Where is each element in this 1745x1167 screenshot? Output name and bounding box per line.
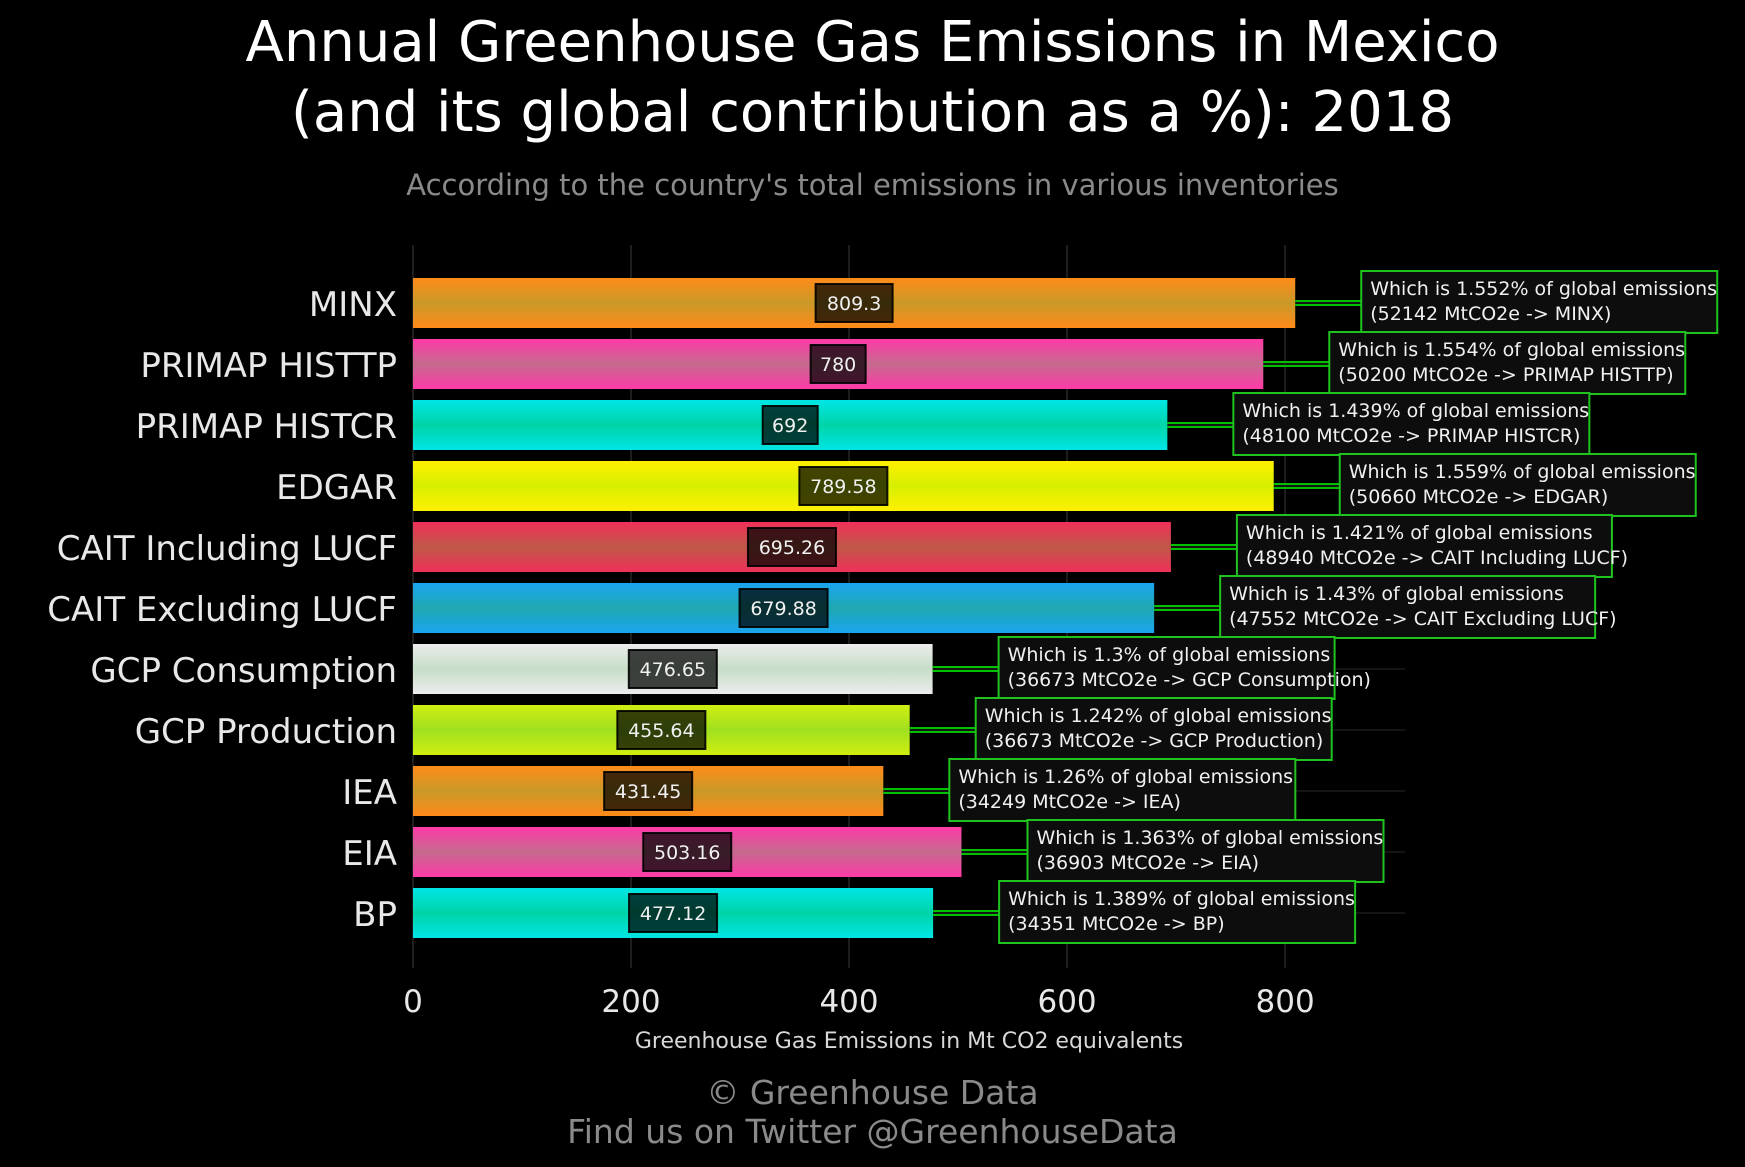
- data-label: 455.64: [628, 720, 694, 742]
- annotation-text-line-2: (34351 MtCO2e -> BP): [1008, 913, 1225, 935]
- data-label-box: [603, 771, 694, 811]
- category-tick-label: EDGAR: [276, 468, 397, 508]
- annotation-text-line-1: Which is 1.3% of global emissions: [1008, 644, 1331, 666]
- category-tick-label: CAIT Including LUCF: [57, 529, 397, 569]
- x-tick-label: 400: [819, 984, 878, 1020]
- annotation-box: [948, 758, 1297, 822]
- data-label-box: [761, 405, 819, 445]
- data-label-box: [628, 893, 719, 933]
- annotation-text-line-2: (34249 MtCO2e -> IEA): [958, 791, 1181, 813]
- annotation-text-line-1: Which is 1.363% of global emissions: [1036, 827, 1383, 849]
- category-tick-label: EIA: [342, 834, 397, 874]
- annotation-text-line-2: (48940 MtCO2e -> CAIT Including LUCF): [1246, 547, 1628, 569]
- annotation-box: [998, 880, 1357, 944]
- annotation-text-line-1: Which is 1.421% of global emissions: [1246, 522, 1593, 544]
- footer-copyright: © Greenhouse Data: [706, 1073, 1039, 1112]
- label-layer: MINX 809.3 Which is 1.552% of global emiss…: [47, 270, 1719, 944]
- axis-layer: 0 200 400 600 800 Greenhouse Gas Emissions in…: [403, 984, 1315, 1054]
- annotation-text-line-1: Which is 1.559% of global emissions: [1349, 461, 1696, 483]
- data-label-box: [746, 527, 837, 567]
- annotation-text-line-2: (50660 MtCO2e -> EDGAR): [1349, 486, 1609, 508]
- category-tick-label: GCP Production: [135, 712, 397, 752]
- annotation-text-line-2: (36903 MtCO2e -> EIA): [1036, 852, 1259, 874]
- chart-title: Annual Greenhouse Gas Emissions in Mexic…: [0, 8, 1745, 148]
- data-label-box: [809, 344, 867, 384]
- data-label: 503.16: [654, 842, 720, 864]
- annotation-box: [1219, 575, 1597, 639]
- annotation-text-line-1: Which is 1.242% of global emissions: [985, 705, 1332, 727]
- data-label: 692: [772, 415, 808, 437]
- x-tick-label: 0: [403, 984, 423, 1020]
- data-label: 477.12: [640, 903, 706, 925]
- annotation-text-line-2: (36673 MtCO2e -> GCP Consumption): [1008, 669, 1371, 691]
- annotation-text-line-2: (52142 MtCO2e -> MINX): [1370, 303, 1611, 325]
- annotation-text-line-1: Which is 1.439% of global emissions: [1242, 400, 1589, 422]
- x-axis-title: Greenhouse Gas Emissions in Mt CO2 equiv…: [635, 1029, 1183, 1054]
- annotation-text-line-1: Which is 1.26% of global emissions: [958, 766, 1293, 788]
- annotation-text-line-2: (50200 MtCO2e -> PRIMAP HISTTP): [1338, 364, 1673, 386]
- data-label-box: [738, 588, 829, 628]
- data-label-box: [814, 283, 894, 323]
- data-label: 431.45: [615, 781, 681, 803]
- category-tick-label: GCP Consumption: [90, 651, 397, 691]
- data-label: 476.65: [640, 659, 706, 681]
- category-tick-label: CAIT Excluding LUCF: [47, 590, 397, 630]
- footer-twitter: Find us on Twitter @GreenhouseData: [567, 1112, 1178, 1151]
- category-tick-label: IEA: [342, 773, 397, 813]
- data-label: 695.26: [759, 537, 825, 559]
- annotation-box: [1232, 392, 1591, 456]
- chart-title-line-2: (and its global contribution as a %): 20…: [291, 80, 1454, 145]
- annotation-box: [1026, 819, 1385, 883]
- category-tick-label: MINX: [309, 285, 397, 325]
- annotation-text-line-1: Which is 1.389% of global emissions: [1008, 888, 1355, 910]
- data-label: 679.88: [750, 598, 816, 620]
- category-tick-label: BP: [353, 895, 397, 935]
- data-label: 789.58: [810, 476, 876, 498]
- category-tick-label: PRIMAP HISTTP: [140, 346, 397, 386]
- annotation-text-line-1: Which is 1.552% of global emissions: [1370, 278, 1717, 300]
- chart-subtitle: According to the country's total emissio…: [406, 168, 1339, 202]
- annotation-box: [1360, 270, 1719, 334]
- x-tick-label: 200: [601, 984, 660, 1020]
- data-label-box: [642, 832, 733, 872]
- annotation-box: [974, 697, 1333, 761]
- annotation-text-line-2: (47552 MtCO2e -> CAIT Excluding LUCF): [1229, 608, 1616, 630]
- annotation-text-line-2: (48100 MtCO2e -> PRIMAP HISTCR): [1242, 425, 1580, 447]
- category-tick-label: PRIMAP HISTCR: [136, 407, 397, 447]
- annotation-text-line-2: (36673 MtCO2e -> GCP Production): [985, 730, 1324, 752]
- annotation-box: [997, 636, 1336, 700]
- annotation-text-line-1: Which is 1.43% of global emissions: [1229, 583, 1564, 605]
- data-label: 809.3: [827, 293, 881, 315]
- data-label-box: [798, 466, 889, 506]
- data-label-box: [627, 649, 718, 689]
- data-label-box: [616, 710, 707, 750]
- x-tick-label: 600: [1037, 984, 1096, 1020]
- data-label: 780: [820, 354, 856, 376]
- chart-title-line-1: Annual Greenhouse Gas Emissions in Mexic…: [245, 10, 1500, 75]
- x-tick-label: 800: [1256, 984, 1315, 1020]
- annotation-text-line-1: Which is 1.554% of global emissions: [1338, 339, 1685, 361]
